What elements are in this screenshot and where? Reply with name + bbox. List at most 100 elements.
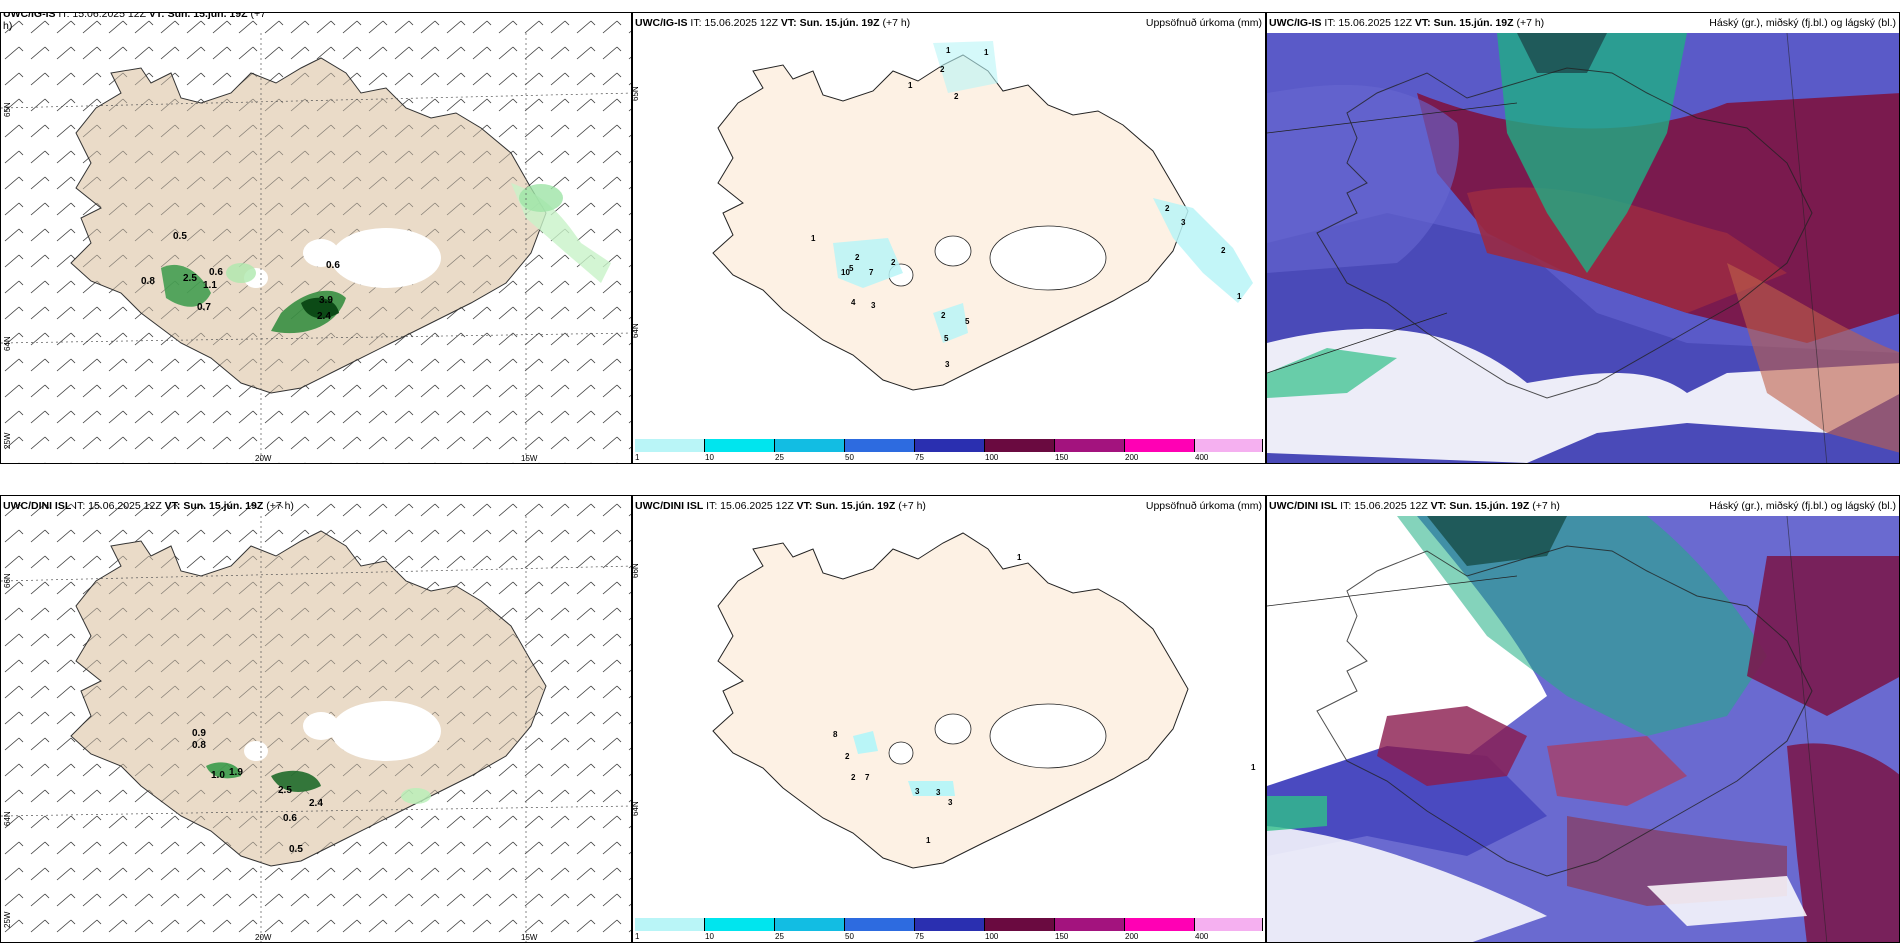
colorbar-swatch <box>1055 439 1125 452</box>
precip-value: 3.9 <box>319 295 333 306</box>
svg-text:1.0: 1.0 <box>211 770 225 781</box>
panel-title: UWC/DINI ISL IT: 15.06.2025 12Z VT: Sun.… <box>635 500 926 512</box>
svg-text:5: 5 <box>965 317 970 326</box>
svg-text:1: 1 <box>1017 553 1022 562</box>
colorbar-tick: 100 <box>985 453 999 462</box>
svg-text:2.5: 2.5 <box>278 785 292 796</box>
precip-map: 1 8 2 2 7 3 3 3 1 1 <box>712 532 1256 869</box>
panel-top-left-wind-map: UWC/IG-IS IT: 15.06.2025 12Z VT: Sun. 15… <box>0 12 632 464</box>
svg-text:1: 1 <box>1237 292 1242 301</box>
colorbar-tick: 50 <box>845 932 854 941</box>
precip-value: 2.5 <box>183 273 197 284</box>
svg-text:1.9: 1.9 <box>229 767 243 778</box>
iceland-landmass <box>712 532 1189 869</box>
svg-text:2: 2 <box>851 773 856 782</box>
svg-text:2: 2 <box>845 752 850 761</box>
colorbar-swatch <box>775 918 845 931</box>
wind-barb-map: 0.5 0.6 0.6 0.7 0.8 2.5 1.1 3.9 2.4 <box>1 13 631 463</box>
lon-label: 15W <box>521 454 538 463</box>
svg-text:2: 2 <box>855 253 860 262</box>
panel-title: UWC/IG-IS IT: 15.06.2025 12Z VT: Sun. 15… <box>635 17 911 29</box>
svg-text:1: 1 <box>946 46 951 55</box>
colorbar-tick: 10 <box>705 453 714 462</box>
lon-label: 15W <box>521 933 538 942</box>
colorbar-swatch <box>705 439 775 452</box>
svg-text:10: 10 <box>841 268 850 277</box>
svg-text:2: 2 <box>891 258 896 267</box>
svg-text:5: 5 <box>849 264 854 273</box>
colorbar-tick: 25 <box>775 453 784 462</box>
glacier <box>331 228 441 288</box>
colorbar-tick: 10 <box>705 932 714 941</box>
colorbar-swatch <box>915 439 985 452</box>
precip-value: 1.1 <box>203 280 217 291</box>
colorbar-tick: 200 <box>1125 932 1139 941</box>
colorbar-tick: 75 <box>915 453 924 462</box>
svg-text:7: 7 <box>865 773 870 782</box>
precip-value: 0.8 <box>141 276 155 287</box>
svg-text:2.4: 2.4 <box>309 798 323 809</box>
precip-colorbar: 1 10 25 50 75 100 150 200 400 <box>635 918 1263 941</box>
colorbar-swatch <box>1125 918 1195 931</box>
panel-right-title: Uppsöfnuð úrkoma (mm) <box>1145 500 1262 512</box>
colorbar-swatch <box>1125 439 1195 452</box>
panel-title: UWC/DINI ISL IT: 15.06.2025 12Z VT: Sun.… <box>3 500 294 512</box>
precip-value: 0.7 <box>197 302 211 313</box>
iceland-landmass <box>712 54 1189 391</box>
svg-text:3: 3 <box>945 360 950 369</box>
precip-map: 1 1 2 1 2 1 2 5 10 7 2 4 3 2 5 5 3 2 3 2… <box>712 41 1253 391</box>
colorbar-tick: 400 <box>1195 932 1209 941</box>
svg-text:0.6: 0.6 <box>283 813 297 824</box>
svg-text:2: 2 <box>1165 204 1170 213</box>
svg-text:4: 4 <box>851 298 856 307</box>
lon-label: 20W <box>255 454 272 463</box>
lat-label: 64N <box>632 323 640 338</box>
colorbar-swatch <box>915 918 985 931</box>
cloud-cover-map <box>1267 515 1899 942</box>
cloud-cover-map <box>1267 32 1899 463</box>
colorbar-tick: 150 <box>1055 453 1069 462</box>
svg-text:3: 3 <box>936 788 941 797</box>
lon-label: 25W <box>3 432 12 449</box>
colorbar-swatch <box>845 439 915 452</box>
colorbar-tick: 200 <box>1125 453 1139 462</box>
lat-label: 66N <box>632 563 640 578</box>
colorbar-tick: 150 <box>1055 932 1069 941</box>
colorbar-swatch <box>705 918 775 931</box>
panel-title: UWC/IG-IS IT: 15.06.2025 12Z VT: Sun. 15… <box>1269 17 1545 29</box>
colorbar-swatch <box>1195 439 1263 452</box>
svg-text:1: 1 <box>811 234 816 243</box>
lat-label: 65N <box>632 86 640 101</box>
colorbar-tick: 400 <box>1195 453 1209 462</box>
colorbar-swatch <box>985 918 1055 931</box>
panel-top-right-cloud-map: UWC/IG-IS IT: 15.06.2025 12Z VT: Sun. 15… <box>1266 12 1900 464</box>
svg-text:2: 2 <box>940 65 945 74</box>
svg-text:7: 7 <box>869 268 874 277</box>
panel-right-title: Háský (gr.), miðský (fj.bl.) og lágský (… <box>1709 17 1896 29</box>
precip-value: 2.4 <box>317 311 331 322</box>
colorbar-tick: 75 <box>915 932 924 941</box>
precip-value: 0.6 <box>326 260 340 271</box>
colorbar-tick: 100 <box>985 932 999 941</box>
colorbar-swatch <box>635 439 705 452</box>
colorbar-swatch <box>985 439 1055 452</box>
lat-label: 65N <box>3 102 12 117</box>
colorbar-swatch <box>1195 918 1263 931</box>
precip-colorbar: 1 10 25 50 75 100 150 200 400 <box>635 439 1263 462</box>
colorbar-tick: 50 <box>845 453 854 462</box>
svg-text:8: 8 <box>833 730 838 739</box>
svg-text:5: 5 <box>944 334 949 343</box>
colorbar-tick: 1 <box>635 453 640 462</box>
svg-text:2: 2 <box>1221 246 1226 255</box>
panel-top-mid-precip-map: UWC/IG-IS IT: 15.06.2025 12Z VT: Sun. 15… <box>632 12 1266 464</box>
svg-text:3: 3 <box>1181 218 1186 227</box>
lon-label: 20W <box>255 933 272 942</box>
svg-text:0.9: 0.9 <box>192 728 206 739</box>
colorbar-swatch <box>1055 918 1125 931</box>
colorbar-tick: 1 <box>635 932 640 941</box>
colorbar-swatch <box>635 918 705 931</box>
colorbar-swatch <box>775 439 845 452</box>
panel-bottom-right-cloud-map: UWC/DINI ISL IT: 15.06.2025 12Z VT: Sun.… <box>1266 495 1900 943</box>
lat-label: 64N <box>3 811 12 826</box>
svg-text:0.8: 0.8 <box>192 740 206 751</box>
